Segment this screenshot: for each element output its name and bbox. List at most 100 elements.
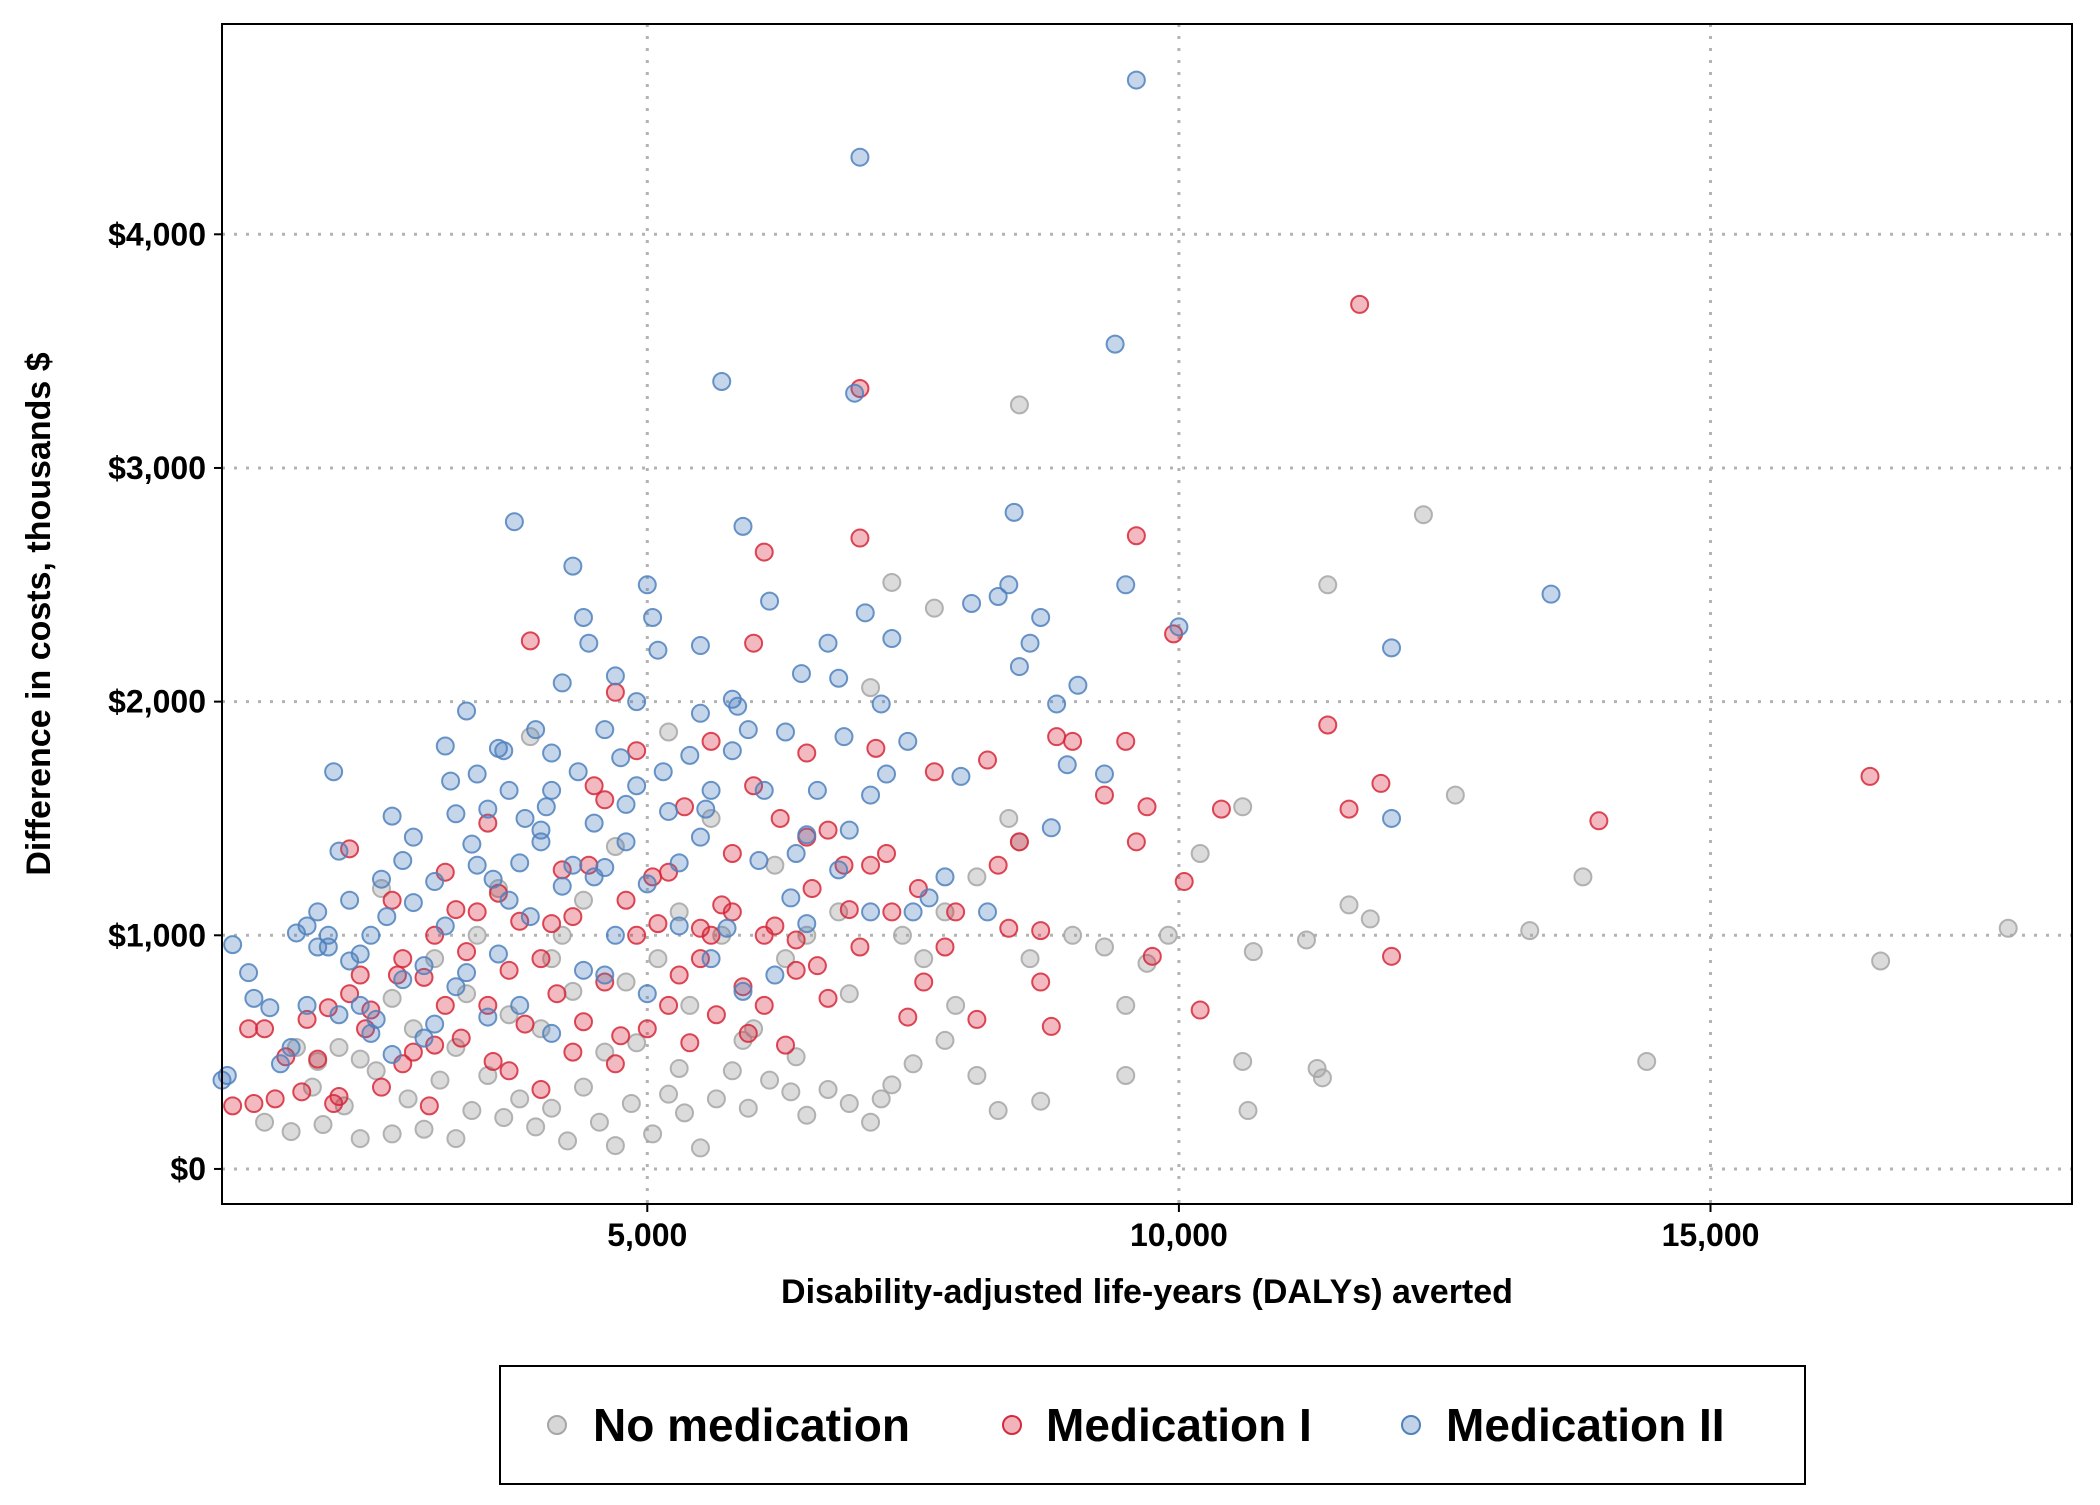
data-point [573, 960, 593, 980]
data-point [457, 701, 477, 721]
data-point [558, 1131, 578, 1151]
data-point [1339, 895, 1359, 915]
data-point [499, 890, 519, 910]
data-point [483, 1051, 503, 1071]
data-point [1020, 949, 1040, 969]
data-point [733, 977, 753, 997]
data-point [377, 907, 397, 927]
data-point [701, 731, 721, 751]
data-point [834, 727, 854, 747]
data-point [520, 907, 540, 927]
data-point [627, 741, 647, 761]
data-point [483, 869, 503, 889]
data-point [1137, 797, 1157, 817]
data-point [882, 572, 902, 592]
data-point [313, 1115, 333, 1135]
data-point [605, 1136, 625, 1156]
data-point [738, 720, 758, 740]
data-point [1116, 731, 1136, 751]
data-point [595, 720, 615, 740]
data-point [1041, 1016, 1061, 1036]
data-point [584, 776, 604, 796]
y-tick-label: $2,000 [108, 684, 206, 720]
data-point [776, 722, 796, 742]
data-point [659, 801, 679, 821]
data-point [531, 1080, 551, 1100]
data-point [829, 860, 849, 880]
data-point [1126, 832, 1146, 852]
data-point [308, 1049, 328, 1069]
data-point [393, 851, 413, 871]
data-point [446, 1037, 466, 1057]
data-point [382, 1124, 402, 1144]
data-point [786, 960, 806, 980]
data-point [1238, 1101, 1258, 1121]
data-point [765, 965, 785, 985]
data-point [1360, 909, 1380, 929]
data-point [589, 1112, 609, 1132]
data-point [786, 930, 806, 950]
data-point [871, 694, 891, 714]
data-point [1009, 395, 1029, 415]
data-point [499, 1061, 519, 1081]
data-point [648, 949, 668, 969]
data-point [366, 1009, 386, 1029]
data-point [462, 834, 482, 854]
data-point [595, 972, 615, 992]
data-point [1307, 1058, 1327, 1078]
data-point [457, 942, 477, 962]
data-point [818, 1080, 838, 1100]
data-point [882, 1075, 902, 1095]
data-point [584, 813, 604, 833]
data-point [845, 383, 865, 403]
data-point [425, 949, 445, 969]
data-point [223, 935, 243, 955]
data-point [526, 1117, 546, 1137]
data-point [499, 780, 519, 800]
data-point [855, 603, 875, 623]
data-point [807, 956, 827, 976]
data-point [531, 820, 551, 840]
data-point [829, 668, 849, 688]
data-point [531, 949, 551, 969]
data-point [616, 890, 636, 910]
data-point [457, 963, 477, 983]
data-point [1339, 799, 1359, 819]
legend-label-medication-ii: Medication II [1446, 1399, 1725, 1451]
data-point [579, 633, 599, 653]
data-point [616, 972, 636, 992]
data-point [510, 911, 530, 931]
data-point [563, 556, 583, 576]
data-point [999, 918, 1019, 938]
data-point [488, 944, 508, 964]
data-point [935, 867, 955, 887]
data-point [643, 1124, 663, 1144]
data-point [329, 1005, 349, 1025]
data-point [765, 855, 785, 875]
data-point [861, 1112, 881, 1132]
data-point [1318, 715, 1338, 735]
data-point [690, 703, 710, 723]
data-point [776, 1035, 796, 1055]
data-point [999, 808, 1019, 828]
data-point [1142, 946, 1162, 966]
data-point [1190, 1000, 1210, 1020]
data-point [903, 1054, 923, 1074]
data-point [494, 1108, 514, 1128]
series-medication-i [223, 294, 1880, 1116]
data-point [611, 748, 631, 768]
data-point [935, 937, 955, 957]
data-point [419, 1096, 439, 1116]
data-point [1371, 773, 1391, 793]
data-point [648, 914, 668, 934]
data-point [946, 995, 966, 1015]
data-point [510, 995, 530, 1015]
data-point [324, 762, 344, 782]
data-point [786, 1047, 806, 1067]
data-point [1004, 502, 1024, 522]
data-point [1094, 785, 1114, 805]
data-point [350, 965, 370, 985]
data-point [542, 1098, 562, 1118]
data-point [430, 1070, 450, 1090]
data-point [1126, 526, 1146, 546]
